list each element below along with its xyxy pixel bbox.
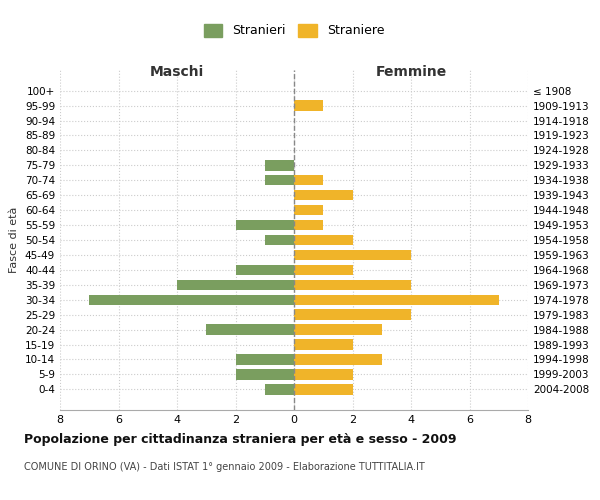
Bar bbox=[294, 354, 382, 364]
Bar bbox=[235, 220, 294, 230]
Text: COMUNE DI ORINO (VA) - Dati ISTAT 1° gennaio 2009 - Elaborazione TUTTITALIA.IT: COMUNE DI ORINO (VA) - Dati ISTAT 1° gen… bbox=[24, 462, 425, 472]
Bar bbox=[265, 235, 294, 245]
Text: Maschi: Maschi bbox=[150, 64, 204, 78]
Bar bbox=[265, 175, 294, 186]
Bar bbox=[265, 384, 294, 394]
Bar bbox=[235, 264, 294, 275]
Bar bbox=[294, 294, 499, 305]
Bar bbox=[294, 310, 411, 320]
Bar bbox=[294, 264, 353, 275]
Bar bbox=[206, 324, 294, 335]
Bar bbox=[294, 324, 382, 335]
Bar bbox=[294, 190, 353, 200]
Text: Popolazione per cittadinanza straniera per età e sesso - 2009: Popolazione per cittadinanza straniera p… bbox=[24, 432, 457, 446]
Bar bbox=[294, 369, 353, 380]
Bar bbox=[294, 340, 353, 349]
Bar bbox=[294, 175, 323, 186]
Bar bbox=[294, 250, 411, 260]
Bar bbox=[235, 354, 294, 364]
Bar bbox=[294, 100, 323, 111]
Bar bbox=[235, 369, 294, 380]
Legend: Stranieri, Straniere: Stranieri, Straniere bbox=[199, 18, 389, 42]
Bar bbox=[294, 384, 353, 394]
Bar bbox=[89, 294, 294, 305]
Bar bbox=[294, 280, 411, 290]
Y-axis label: Fasce di età: Fasce di età bbox=[10, 207, 19, 273]
Text: Femmine: Femmine bbox=[376, 64, 446, 78]
Bar bbox=[294, 220, 323, 230]
Bar bbox=[265, 160, 294, 170]
Bar bbox=[294, 235, 353, 245]
Bar bbox=[294, 205, 323, 216]
Bar bbox=[177, 280, 294, 290]
